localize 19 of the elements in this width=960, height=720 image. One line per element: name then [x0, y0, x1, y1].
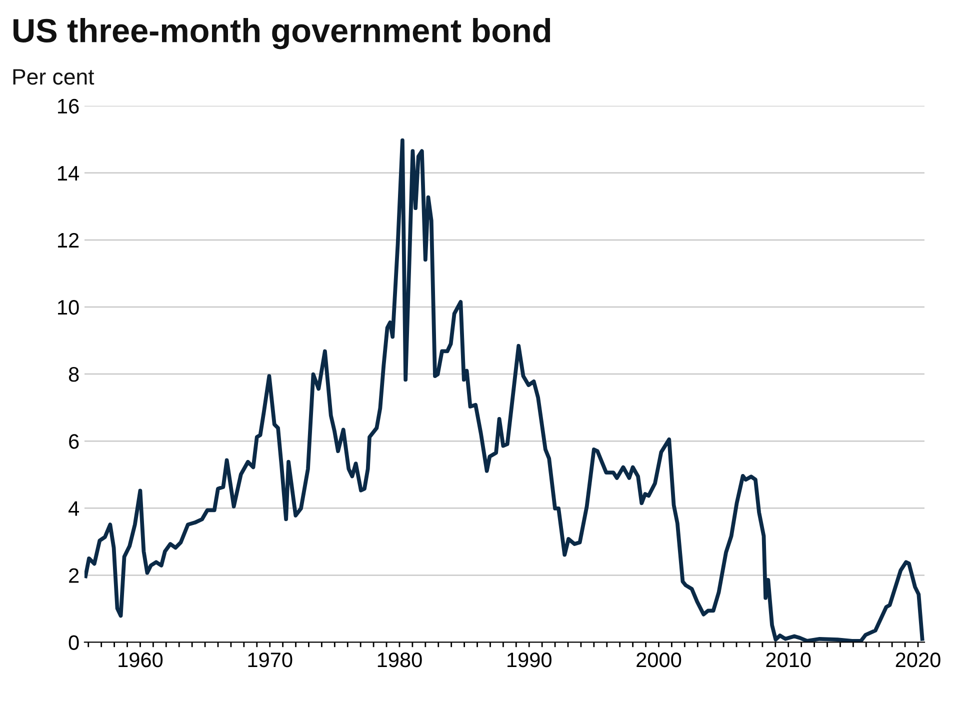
x-tick-label: 2020 [896, 652, 940, 668]
y-tick-label: 4 [68, 501, 80, 516]
x-tick-label: 2010 [766, 652, 811, 668]
y-tick-label: 12 [58, 232, 79, 248]
y-tick-label: 2 [69, 568, 79, 583]
y-tick-label: 14 [58, 166, 80, 180]
x-tick-label: 1970 [248, 652, 292, 668]
y-tick-label: 8 [68, 367, 79, 382]
chart-title: US three-month government bond [14, 18, 550, 50]
x-tick-label: 1960 [118, 652, 163, 668]
y-tick-label: 10 [58, 300, 79, 315]
x-tick-label: 1980 [378, 652, 422, 668]
y-tick-label: 0 [68, 635, 79, 650]
x-tick-label: 1990 [508, 652, 552, 668]
line-series [84, 138, 924, 642]
y-tick-label: 16 [58, 98, 79, 114]
x-tick-label: 2000 [636, 652, 682, 668]
y-tick-label: 6 [69, 434, 79, 449]
y-axis-title: Per cent [13, 69, 94, 85]
